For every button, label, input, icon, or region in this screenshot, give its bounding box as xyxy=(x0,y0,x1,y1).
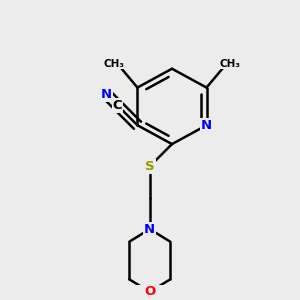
Text: N: N xyxy=(101,88,112,101)
Text: N: N xyxy=(201,119,212,132)
Text: CH₃: CH₃ xyxy=(219,58,240,68)
Text: S: S xyxy=(145,160,154,173)
Text: C: C xyxy=(112,99,122,112)
Text: N: N xyxy=(144,223,155,236)
Text: O: O xyxy=(144,285,155,298)
Text: CH₃: CH₃ xyxy=(103,58,124,68)
